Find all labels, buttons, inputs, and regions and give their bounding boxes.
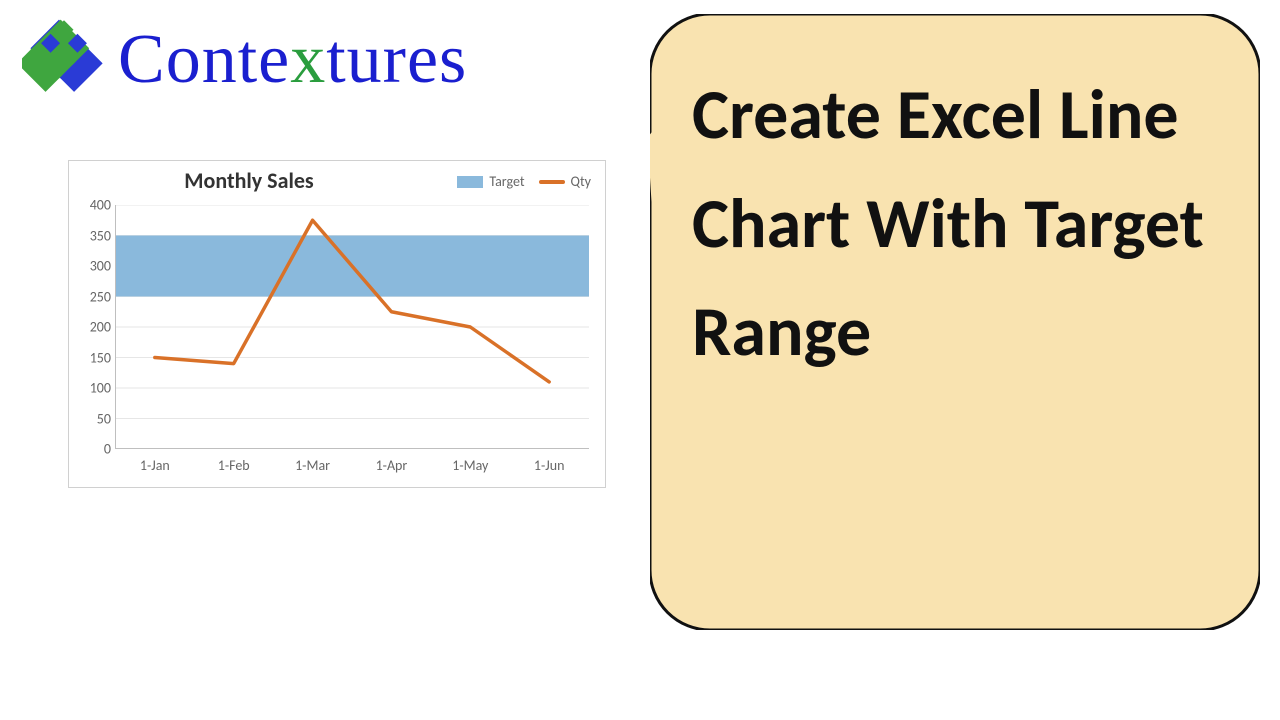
x-axis-labels: 1-Jan 1-Feb 1-Mar 1-Apr 1-May 1-Jun xyxy=(115,457,589,479)
logo-wordmark: Contextures xyxy=(118,20,467,100)
y-tick-label: 150 xyxy=(75,349,111,366)
legend-label: Qty xyxy=(571,173,591,190)
brand-logo: Contextures xyxy=(22,18,467,102)
legend-swatch-band xyxy=(457,176,483,188)
logo-text-post: tures xyxy=(326,21,467,98)
logo-text-mid: x xyxy=(290,21,326,98)
legend-item: Qty xyxy=(539,173,591,190)
x-tick-label: 1-Jan xyxy=(140,457,170,474)
logo-text-pre: Conte xyxy=(118,21,290,98)
y-tick-label: 100 xyxy=(75,380,111,397)
x-tick-label: 1-May xyxy=(452,457,488,474)
y-tick-label: 400 xyxy=(75,197,111,214)
y-tick-label: 300 xyxy=(75,258,111,275)
monthly-sales-chart: Monthly Sales Target Qty 400 350 300 250 200 1… xyxy=(68,160,606,488)
y-axis-labels: 400350300250200150100500 xyxy=(75,205,111,449)
legend-label: Target xyxy=(489,173,524,190)
x-tick-label: 1-Mar xyxy=(295,457,330,474)
x-tick-label: 1-Feb xyxy=(218,457,250,474)
legend-swatch-line xyxy=(539,180,565,184)
x-tick-label: 1-Jun xyxy=(534,457,565,474)
chart-plot-area xyxy=(115,205,589,449)
chart-svg xyxy=(115,205,589,449)
y-tick-label: 200 xyxy=(75,319,111,336)
callout-text: Create Excel Line Chart With Target Rang… xyxy=(692,60,1224,386)
y-tick-label: 250 xyxy=(75,288,111,305)
y-tick-label: 350 xyxy=(75,227,111,244)
logo-weave-icon xyxy=(22,18,106,102)
headline-callout: Create Excel Line Chart With Target Rang… xyxy=(650,14,1260,630)
x-tick-label: 1-Apr xyxy=(376,457,408,474)
y-tick-label: 0 xyxy=(75,441,111,458)
chart-legend: Target Qty xyxy=(457,173,591,190)
legend-item: Target xyxy=(457,173,524,190)
chart-title: Monthly Sales xyxy=(109,167,389,194)
y-tick-label: 50 xyxy=(75,410,111,427)
